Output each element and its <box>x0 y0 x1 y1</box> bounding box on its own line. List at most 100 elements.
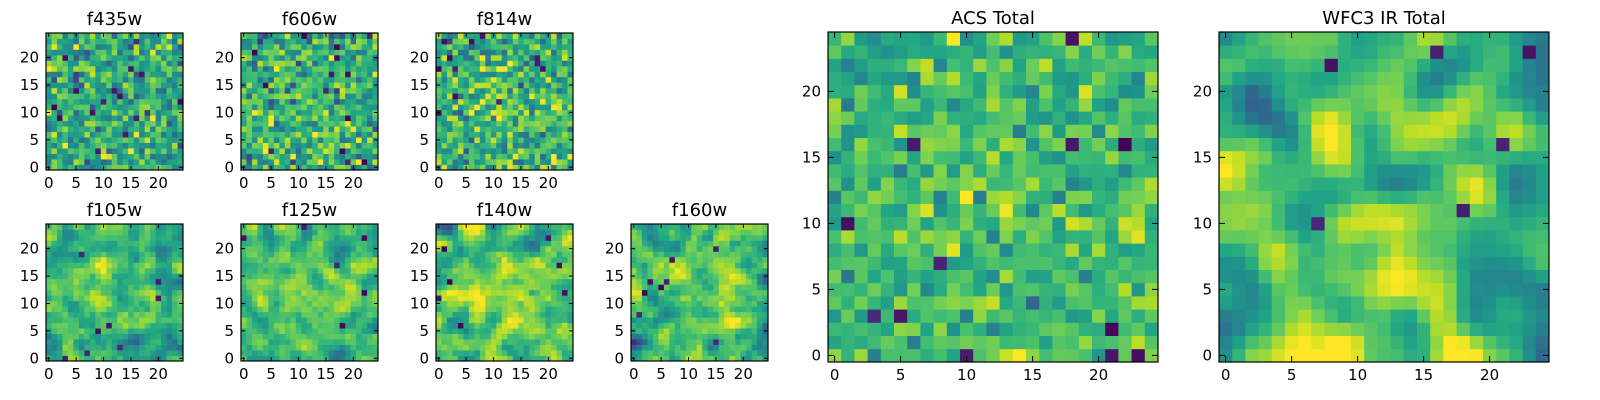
heatmap-cell <box>534 142 541 149</box>
heatmap-cell <box>56 98 63 105</box>
heatmap-cell <box>323 300 330 307</box>
heatmap-cell <box>166 148 173 154</box>
heatmap-cell <box>1026 269 1040 284</box>
heatmap-cell <box>647 333 654 340</box>
heatmap-cell <box>529 344 536 351</box>
heatmap-cell <box>51 289 58 296</box>
heatmap-cell <box>166 350 173 356</box>
heatmap-cell <box>496 87 503 94</box>
heatmap-cell <box>501 159 508 165</box>
heatmap-cell <box>490 54 497 61</box>
heatmap-cell <box>463 322 470 329</box>
heatmap-cell <box>691 322 698 329</box>
heatmap-cell <box>268 344 275 351</box>
heatmap-cell <box>452 278 459 285</box>
heatmap-cell <box>284 131 291 138</box>
heatmap-cell <box>507 131 514 138</box>
heatmap-cell <box>463 295 470 302</box>
heatmap-cell <box>907 309 921 323</box>
heatmap-cell <box>328 164 335 171</box>
heatmap-cell <box>757 229 763 236</box>
heatmap-cell <box>361 43 368 50</box>
heatmap-cell <box>367 355 373 362</box>
heatmap-cell <box>62 355 69 362</box>
heatmap-cell <box>474 38 481 45</box>
heatmap-cell <box>246 65 253 72</box>
heatmap-cell <box>251 71 258 78</box>
heatmap-cell <box>350 38 357 45</box>
heatmap-cell <box>518 344 525 351</box>
heatmap-cell <box>251 126 258 133</box>
heatmap-cell <box>367 295 373 302</box>
heatmap-cell <box>78 284 85 291</box>
heatmap-cell <box>257 295 264 302</box>
heatmap-cell <box>161 153 167 160</box>
heatmap-cell <box>652 273 659 280</box>
heatmap-cell <box>144 76 151 83</box>
heatmap-cell <box>246 71 253 78</box>
heatmap-cell <box>301 245 308 252</box>
heatmap-cell <box>122 38 129 45</box>
heatmap-cell <box>78 251 85 258</box>
heatmap-cell <box>122 137 129 143</box>
heatmap-cell <box>241 306 247 313</box>
heatmap-cell <box>345 65 351 72</box>
heatmap-cell <box>84 333 91 340</box>
heatmap-cell <box>518 148 525 154</box>
heatmap-cell <box>551 98 557 105</box>
heatmap-cell <box>150 33 156 39</box>
heatmap-cell <box>133 120 140 127</box>
heatmap-cell <box>78 54 85 61</box>
heatmap-cell <box>290 311 297 318</box>
heatmap-cell <box>51 251 58 258</box>
heatmap-cell <box>144 289 151 296</box>
heatmap-cell <box>523 65 530 72</box>
heatmap-cell <box>78 137 85 143</box>
heatmap-cell <box>122 115 129 122</box>
heatmap-cell <box>534 49 541 56</box>
heatmap-cell <box>518 54 525 61</box>
heatmap-cell <box>496 229 503 236</box>
heatmap-cell <box>507 76 514 83</box>
heatmap-cell <box>46 262 52 269</box>
heatmap-cell <box>652 300 659 307</box>
heatmap-cell <box>757 295 763 302</box>
heatmap-cell <box>356 109 362 116</box>
heatmap-cell <box>652 344 659 351</box>
heatmap-cell <box>960 296 974 310</box>
heatmap-cell <box>172 164 178 171</box>
heatmap-cell <box>262 355 269 362</box>
heatmap-cell <box>95 240 102 247</box>
heatmap-cell <box>746 295 752 302</box>
heatmap-cell <box>551 93 557 100</box>
heatmap-cell <box>529 234 536 241</box>
heatmap-cell <box>273 98 280 105</box>
heatmap-cell <box>284 229 291 236</box>
heatmap-cell <box>290 289 297 296</box>
heatmap-cell <box>973 216 987 231</box>
heatmap-cell <box>117 300 124 307</box>
heatmap-cell <box>290 159 297 165</box>
heatmap-cell <box>669 262 676 269</box>
heatmap-cell <box>512 300 519 307</box>
heatmap-cell <box>334 131 341 138</box>
heatmap-cell <box>279 344 286 351</box>
heatmap-cell <box>279 164 286 171</box>
heatmap-cell <box>367 43 373 50</box>
heatmap-cell <box>729 328 736 334</box>
heatmap-cell <box>73 93 80 100</box>
heatmap-cell <box>441 245 448 252</box>
heatmap-cell <box>691 273 698 280</box>
heatmap-cell <box>161 76 167 83</box>
heatmap-cell <box>268 229 275 236</box>
heatmap-cell <box>1012 203 1027 218</box>
heatmap-cell <box>540 256 546 263</box>
heatmap-cell <box>854 296 868 310</box>
heatmap-cell <box>312 328 319 334</box>
heatmap-cell <box>62 322 69 329</box>
heatmap-cell <box>562 54 568 61</box>
heatmap-cell <box>84 76 91 83</box>
heatmap-cell <box>84 164 91 171</box>
heatmap-cell <box>166 126 173 133</box>
heatmap-cell <box>658 350 665 356</box>
